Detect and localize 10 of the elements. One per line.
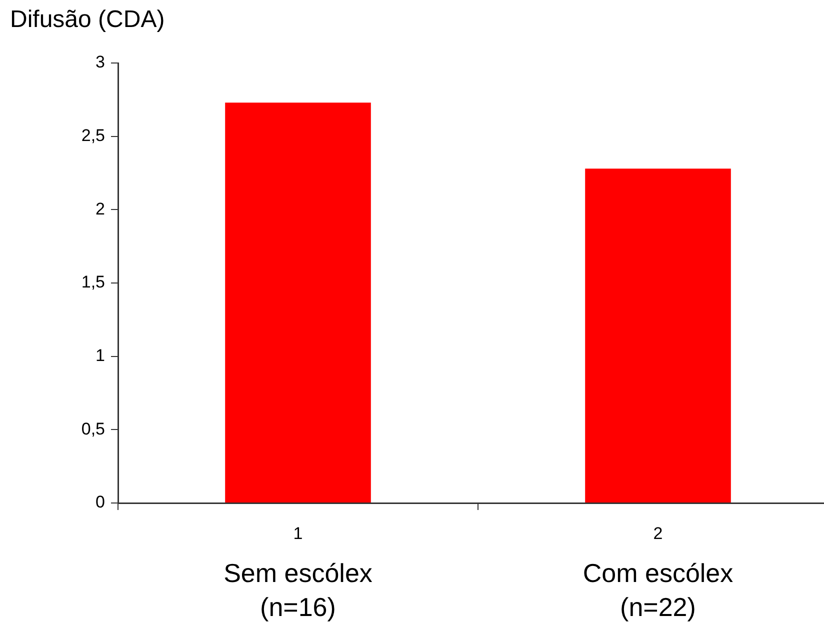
y-tick-label: 1,5 [81, 272, 105, 292]
y-tick-label: 0,5 [81, 419, 105, 438]
y-tick-label: 3 [96, 52, 105, 72]
text: Sem escólex (n=16) [224, 557, 372, 624]
y-tick-label: 2 [96, 199, 105, 218]
y-tick-label: 2,5 [81, 126, 105, 146]
y-tick-label: 0 [96, 492, 105, 512]
y-tick-label: 1 [96, 346, 105, 366]
text: Com escólex (n=22) [582, 557, 734, 624]
y-axis-title: Difusão (CDA) [10, 6, 165, 34]
